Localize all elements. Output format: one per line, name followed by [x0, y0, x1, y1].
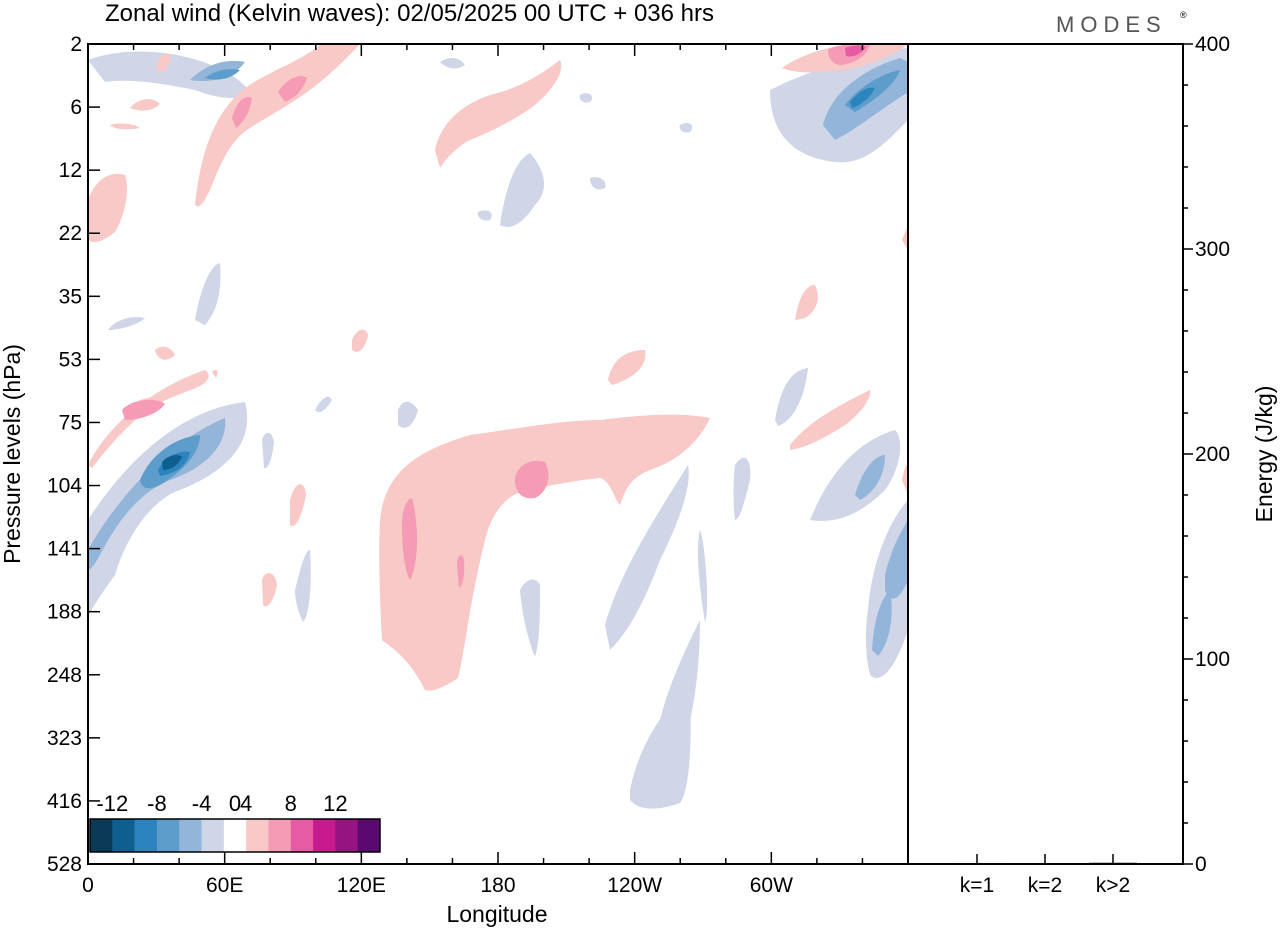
colorbar-tick-label: 8: [285, 791, 297, 816]
colorbar: -12 -8 -4 04 8 12: [89, 791, 381, 853]
x-axis-label: Longitude: [446, 901, 547, 927]
brand-logo: MODES: [1056, 12, 1167, 37]
chart-title: Zonal wind (Kelvin waves): 02/05/2025 00…: [105, 0, 714, 27]
colorbar-swatch: [90, 819, 113, 852]
colorbar-swatch: [246, 819, 269, 852]
y-tick-label: 188: [47, 601, 82, 624]
energy-category-label: k>2: [1096, 874, 1130, 897]
y-tick-label: 248: [47, 664, 82, 687]
colorbar-tick-label: 12: [323, 791, 347, 816]
colorbar-swatch: [290, 819, 314, 852]
colorbar-tick-label: -4: [192, 791, 212, 816]
energy-tick-label: 0: [1195, 853, 1207, 876]
x-tick-label: 60E: [206, 874, 243, 897]
colorbar-tick-label: 0: [229, 791, 241, 816]
energy-panel: 0 100 200 300 400 k=1 k=2 k>2: [907, 33, 1230, 897]
y-tick-label: 6: [70, 96, 82, 119]
x-tick-label: 180: [480, 874, 515, 897]
colorbar-swatch: [201, 819, 225, 852]
colorbar-swatch: [313, 819, 336, 852]
y-axis-label: Pressure levels (hPa): [0, 344, 25, 564]
y-tick-label: 104: [47, 475, 82, 498]
y-tick-label: 528: [47, 853, 82, 876]
longitude-axis: 0 60E 120E 180 120W 60W: [82, 44, 909, 897]
y-tick-label: 75: [59, 411, 82, 434]
colorbar-frame: [89, 818, 381, 853]
energy-axis: 0 100 200 300 400: [1183, 33, 1230, 876]
y-tick-label: 35: [59, 285, 82, 308]
brand-registered-mark: ®: [1180, 10, 1187, 20]
x-tick-label: 120W: [607, 874, 662, 897]
positive-anomaly-strong: [845, 45, 866, 57]
x-tick-label: 120E: [337, 874, 386, 897]
energy-tick-label: 300: [1195, 238, 1230, 261]
colorbar-swatch: [112, 819, 135, 852]
colorbar-swatch: [335, 819, 358, 852]
y-tick-label: 141: [47, 538, 82, 561]
x-tick-label: 0: [82, 874, 94, 897]
colorbar-swatch: [134, 819, 158, 852]
energy-category-label: k=1: [960, 874, 994, 897]
energy-frame: [907, 43, 1184, 865]
y-tick-label: 12: [59, 159, 82, 182]
energy-axis-label: Energy (J/kg): [1251, 386, 1277, 523]
energy-tick-label: 200: [1195, 443, 1230, 466]
colorbar-swatch: [357, 819, 381, 852]
contour-fill-layer: [88, 44, 908, 809]
x-tick-label: 60W: [750, 874, 793, 897]
colorbar-tick-label: 4: [240, 791, 252, 816]
y-tick-label: 323: [47, 727, 82, 750]
pressure-axis: 2 6 12 22 35 53 75 104 141 188 248 323 416 528: [47, 33, 100, 876]
y-tick-label: 416: [47, 790, 82, 813]
colorbar-tick-label: -8: [147, 791, 167, 816]
colorbar-swatch: [223, 819, 247, 852]
y-tick-label: 2: [70, 33, 82, 56]
y-tick-label: 53: [59, 348, 82, 371]
energy-category-axis: k=1 k=2 k>2: [960, 854, 1130, 897]
hovmoller-panel: 2 6 12 22 35 53 75 104 141 188 248 323 416 528 0 60E 12…: [47, 33, 909, 897]
negative-anomaly-peak: [162, 454, 182, 470]
colorbar-tick-label: -12: [96, 791, 128, 816]
colorbar-swatch: [268, 819, 292, 852]
energy-tick-label: 100: [1195, 648, 1230, 671]
colorbar-swatch: [156, 819, 180, 852]
negative-anomaly-very-strong: [158, 87, 875, 476]
energy-tick-label: 400: [1195, 33, 1230, 56]
positive-anomaly-regions: [88, 44, 908, 691]
colorbar-swatch: [179, 819, 202, 852]
energy-category-label: k=2: [1028, 874, 1062, 897]
y-tick-label: 22: [59, 222, 82, 245]
